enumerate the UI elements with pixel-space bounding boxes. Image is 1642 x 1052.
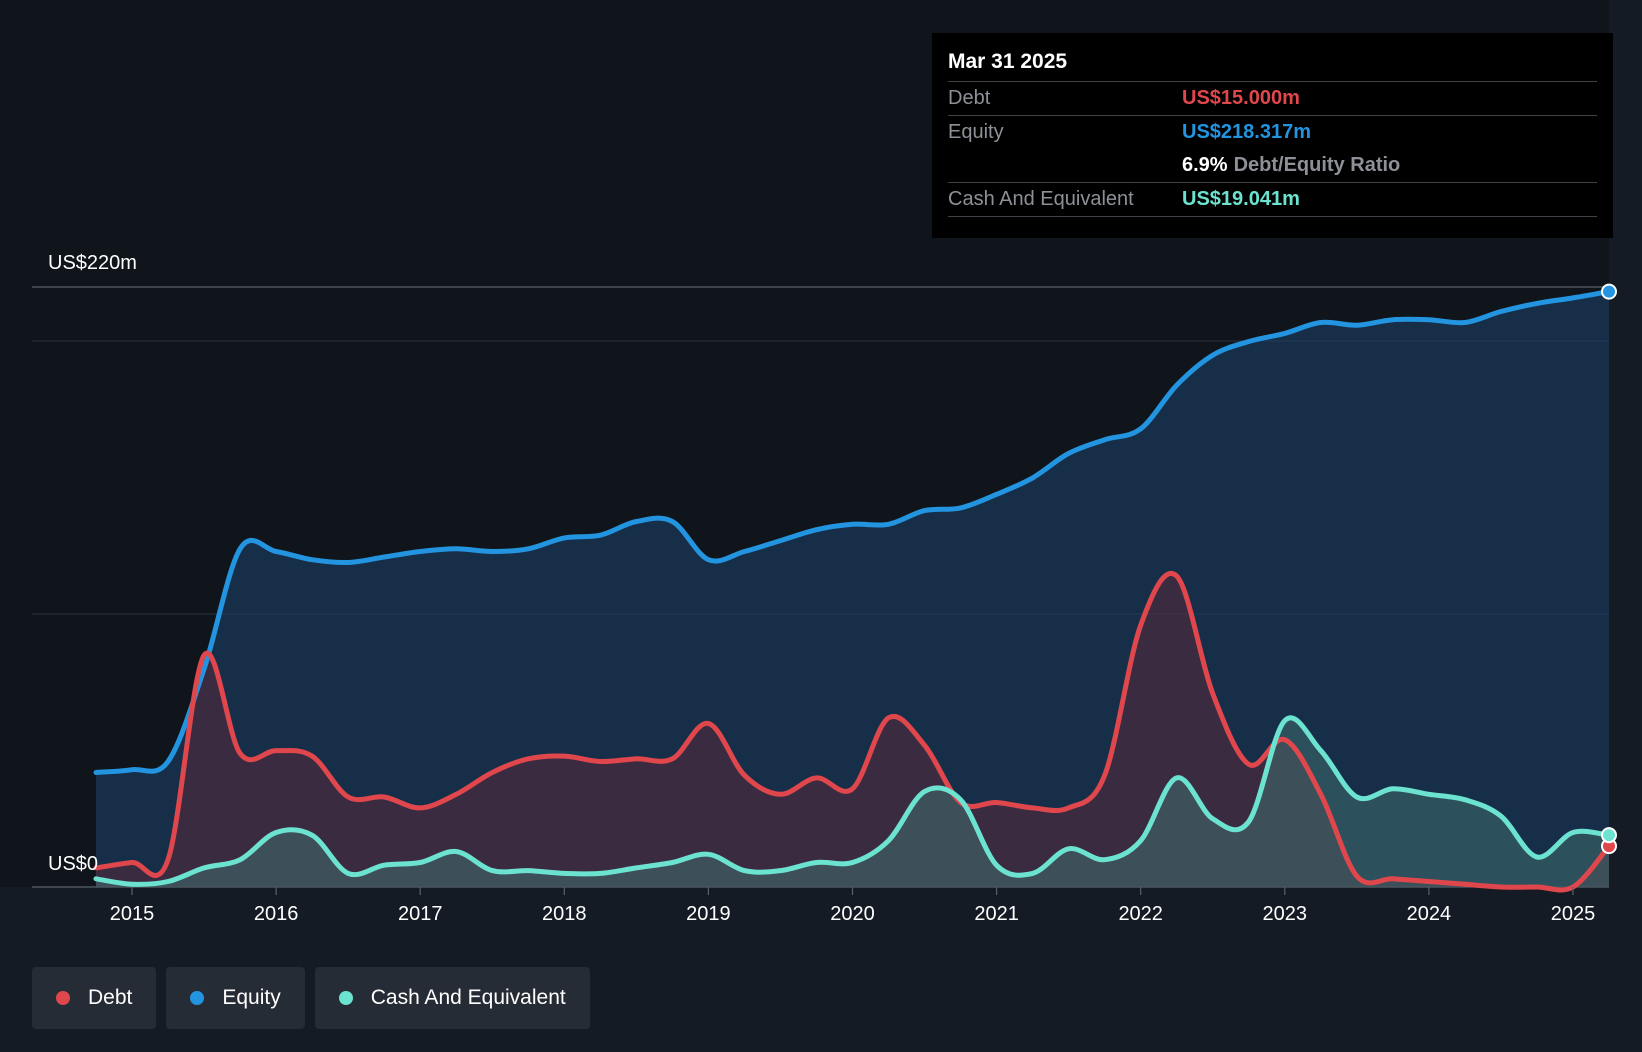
x-tick-label: 2018 [542, 903, 587, 925]
series-lines [93, 289, 1612, 893]
legend-item-debt[interactable]: Debt [32, 967, 157, 1029]
x-tick-label: 2021 [974, 903, 1019, 925]
cash-area [96, 717, 1609, 887]
x-tick-label: 2024 [1407, 903, 1452, 925]
x-tick-label: 2020 [830, 903, 875, 925]
tooltip-equity-value: US$218.317m [1182, 121, 1311, 143]
x-axis-ticks: 2015 2016 2017 2018 2019 2020 2021 2022 2023 2024… [110, 887, 1595, 925]
tooltip-date: Mar 31 2025 [948, 50, 1068, 73]
x-tick-label: 2019 [686, 903, 731, 925]
x-tick-label: 2022 [1118, 903, 1163, 925]
tooltip-debt-label: Debt [948, 87, 991, 109]
legend: Debt Equity Cash And Equivalent [32, 967, 600, 1029]
tooltip-equity-label: Equity [948, 121, 1004, 143]
x-tick-label: 2015 [110, 903, 155, 925]
equity-dot-icon [190, 991, 205, 1005]
cash-line [93, 715, 1612, 887]
legend-item-cash[interactable]: Cash And Equivalent [314, 967, 590, 1029]
cash-dot-icon [338, 991, 353, 1005]
legend-item-equity[interactable]: Equity [166, 967, 305, 1029]
tooltip-ratio-row: 6.9% Debt/Equity Ratio [948, 149, 1597, 182]
legend-debt-label: Debt [88, 986, 133, 1009]
tooltip-debt-row: Debt US$15.000m [948, 81, 1597, 115]
cash-end-marker [1601, 827, 1617, 844]
tooltip-cash-label: Cash And Equivalent [948, 188, 1134, 210]
legend-equity-label: Equity [222, 986, 281, 1009]
legend-cash-label: Cash And Equivalent [370, 986, 566, 1009]
tooltip-cash-value: US$19.041m [1182, 188, 1300, 210]
tooltip-equity-row: Equity US$218.317m [948, 115, 1597, 149]
x-tick-label: 2023 [1263, 903, 1308, 925]
equity-end-marker [1601, 283, 1617, 300]
x-tick-label: 2016 [254, 903, 299, 925]
tooltip-ratio-label: Debt/Equity Ratio [1233, 154, 1401, 176]
tooltip-debt-value: US$15.000m [1182, 87, 1300, 109]
tooltip-ratio-value: 6.9% [1182, 154, 1228, 176]
end-markers [1601, 283, 1617, 855]
x-tick-label: 2017 [398, 903, 443, 925]
debt-area [96, 573, 1609, 891]
y-axis-top-label: US$220m [48, 252, 137, 274]
y-axis-bottom-label: US$0 [48, 853, 98, 875]
equity-line [93, 289, 1612, 775]
debt-dot-icon [56, 991, 70, 1005]
tooltip-cash-row: Cash And Equivalent US$19.041m [948, 182, 1597, 217]
debt-line [93, 571, 1612, 893]
x-tick-label: 2025 [1551, 903, 1596, 925]
tooltip-panel: Mar 31 2025 Debt US$15.000m Equity US$21… [932, 33, 1613, 238]
